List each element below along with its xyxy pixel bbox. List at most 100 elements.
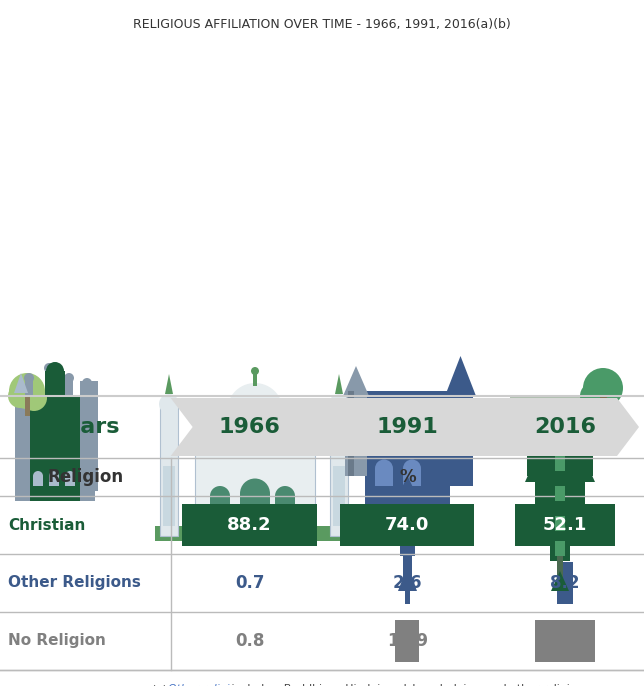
Circle shape	[395, 431, 415, 451]
Bar	[520, 414, 600, 446]
Circle shape	[402, 406, 412, 416]
Text: 74.0: 74.0	[385, 516, 430, 534]
Bar	[555, 456, 565, 471]
Bar	[448, 391, 473, 486]
Text: 0.8: 0.8	[235, 632, 264, 650]
Text: RELIGIOUS AFFILIATION OVER TIME - 1966, 1991, 2016(a)(b): RELIGIOUS AFFILIATION OVER TIME - 1966, …	[133, 18, 511, 31]
Bar	[404, 562, 410, 604]
Bar	[600, 396, 607, 426]
Bar	[555, 486, 565, 501]
Bar	[400, 501, 415, 556]
Bar	[275, 496, 295, 511]
Bar	[30, 396, 80, 501]
Bar	[542, 504, 578, 536]
Bar	[160, 406, 178, 536]
Bar	[33, 476, 43, 486]
Text: Christian: Christian	[8, 517, 86, 532]
Bar	[182, 504, 317, 546]
Polygon shape	[445, 356, 476, 396]
Bar	[25, 396, 30, 416]
Circle shape	[9, 373, 45, 409]
Bar	[45, 368, 53, 386]
Bar	[345, 391, 367, 476]
Circle shape	[8, 384, 32, 408]
Text: %: %	[399, 468, 415, 486]
Polygon shape	[14, 373, 28, 393]
Bar	[160, 406, 178, 536]
Circle shape	[159, 394, 179, 414]
Bar	[65, 476, 75, 486]
Bar	[230, 411, 280, 436]
Text: 12.9: 12.9	[387, 632, 428, 650]
Bar	[515, 504, 616, 546]
Circle shape	[46, 362, 64, 380]
Polygon shape	[227, 383, 283, 411]
Bar	[80, 381, 98, 406]
Polygon shape	[393, 476, 422, 506]
Polygon shape	[171, 398, 639, 456]
Bar	[395, 620, 419, 662]
Circle shape	[24, 373, 34, 383]
Bar	[163, 466, 175, 526]
Polygon shape	[510, 411, 610, 422]
Text: 52.1: 52.1	[543, 516, 587, 534]
Bar	[403, 551, 412, 591]
Circle shape	[49, 471, 59, 481]
Text: 1991: 1991	[377, 417, 438, 437]
Text: Other religions: Other religions	[168, 684, 249, 686]
Bar	[557, 556, 563, 591]
Bar	[555, 426, 565, 441]
Polygon shape	[540, 531, 580, 542]
Bar	[527, 444, 593, 476]
Polygon shape	[165, 374, 173, 394]
Circle shape	[65, 471, 75, 481]
Text: (a): (a)	[152, 684, 171, 686]
Text: No Religion: No Religion	[8, 633, 106, 648]
Circle shape	[580, 382, 608, 410]
Circle shape	[375, 460, 393, 477]
Bar	[45, 371, 65, 396]
Circle shape	[44, 363, 54, 373]
Bar	[330, 406, 348, 536]
Circle shape	[82, 378, 92, 388]
Text: includes: Buddhism, Hinduism, Islam, Judaism and other religions.: includes: Buddhism, Hinduism, Islam, Jud…	[228, 684, 592, 686]
Bar	[195, 416, 315, 526]
Bar	[195, 416, 315, 526]
Text: Religion: Religion	[47, 468, 124, 486]
Bar	[375, 469, 393, 486]
Bar	[550, 534, 570, 561]
Bar	[348, 391, 354, 476]
Circle shape	[64, 373, 74, 383]
Bar	[535, 474, 585, 506]
Bar	[340, 504, 475, 546]
Bar	[49, 476, 59, 486]
Circle shape	[33, 471, 43, 481]
Bar	[210, 496, 230, 511]
Bar	[15, 396, 95, 501]
Text: 2016: 2016	[534, 417, 596, 437]
Circle shape	[397, 401, 417, 421]
Circle shape	[329, 394, 349, 414]
Circle shape	[21, 385, 47, 411]
Polygon shape	[517, 441, 603, 452]
Polygon shape	[335, 374, 343, 394]
Text: 88.2: 88.2	[227, 516, 272, 534]
Circle shape	[275, 486, 295, 506]
Polygon shape	[551, 571, 569, 591]
Polygon shape	[532, 501, 588, 512]
Bar	[65, 378, 73, 396]
Polygon shape	[398, 566, 417, 591]
Bar	[80, 401, 98, 491]
Circle shape	[240, 479, 270, 508]
Bar	[510, 396, 610, 416]
Text: Other Religions: Other Religions	[8, 576, 141, 591]
Bar	[83, 383, 91, 401]
Bar	[253, 371, 257, 386]
Text: 1966: 1966	[218, 417, 281, 437]
Bar	[333, 466, 345, 526]
Bar	[395, 441, 415, 456]
Bar	[16, 391, 26, 441]
Text: 8.2: 8.2	[551, 574, 580, 592]
Bar	[365, 391, 450, 506]
Bar	[403, 469, 421, 486]
